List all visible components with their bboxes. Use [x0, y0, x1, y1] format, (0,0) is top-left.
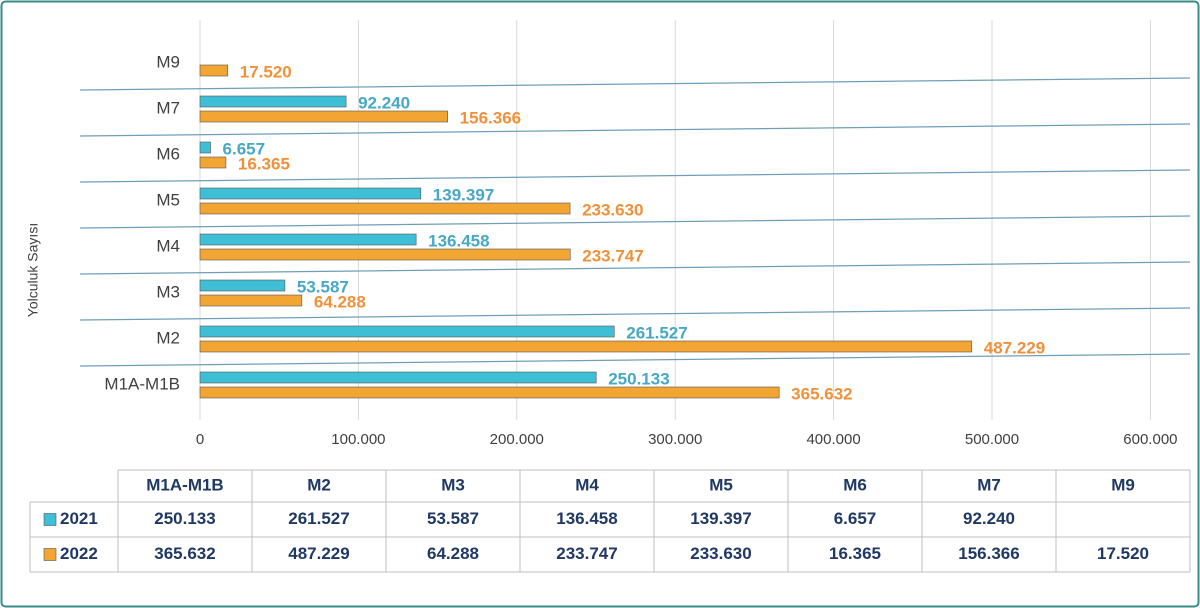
bar: [199, 110, 448, 123]
x-tick-label: 500.000: [965, 431, 1019, 448]
bar: [199, 187, 422, 200]
legend-swatch: [43, 548, 57, 561]
value-label: 487.229: [984, 338, 1045, 357]
value-label: 139.397: [433, 185, 494, 204]
table-cell: 139.397: [690, 509, 751, 528]
bar: [199, 156, 227, 169]
table-cell: 53.587: [427, 509, 479, 528]
separator: [79, 261, 1191, 275]
table-cell: 156.366: [958, 544, 1019, 563]
bar: [199, 386, 780, 399]
separator: [79, 353, 1191, 367]
bar: [199, 95, 347, 108]
bar: [199, 64, 229, 77]
x-tick-label: 0: [196, 431, 204, 448]
x-tick-label: 100.000: [331, 431, 385, 448]
separator: [79, 123, 1191, 137]
table-header: M3: [441, 475, 465, 494]
bar: [199, 233, 417, 246]
y-tick-label: M9: [156, 52, 180, 71]
table-cell: 365.632: [154, 544, 215, 563]
value-label: 156.366: [460, 108, 521, 127]
table-header: M1A-M1B: [146, 475, 223, 494]
table-cell: 233.747: [556, 544, 617, 563]
value-label: 261.527: [626, 323, 687, 342]
x-tick-label: 200.000: [490, 431, 544, 448]
y-tick-label: M7: [156, 98, 180, 117]
table-cell: 233.630: [690, 544, 751, 563]
table-header: M2: [307, 475, 331, 494]
bar: [199, 202, 571, 215]
y-tick-label: M2: [156, 328, 180, 347]
value-label: 233.747: [582, 246, 643, 265]
bar: [199, 141, 211, 154]
value-label: 17.520: [240, 62, 292, 81]
table-header: M4: [575, 475, 599, 494]
bar: [199, 340, 973, 353]
separator: [79, 215, 1191, 229]
bar: [199, 294, 303, 307]
legend-swatch: [43, 513, 57, 526]
value-label: 6.657: [223, 139, 266, 158]
table-cell: 487.229: [288, 544, 349, 563]
value-label: 365.632: [791, 384, 852, 403]
x-tick-label: 300.000: [648, 431, 702, 448]
value-label: 250.133: [608, 369, 669, 388]
separator: [79, 77, 1191, 91]
legend-label: 2021: [60, 509, 98, 528]
table-cell: 136.458: [556, 509, 617, 528]
table-cell: 92.240: [963, 509, 1015, 528]
y-tick-label: M6: [156, 144, 180, 163]
value-label: 53.587: [297, 277, 349, 296]
table-cell: 6.657: [834, 509, 877, 528]
table-cell: 261.527: [288, 509, 349, 528]
table-header: M9: [1111, 475, 1135, 494]
y-tick-label: M5: [156, 190, 180, 209]
value-label: 16.365: [238, 154, 290, 173]
y-axis-label: Yolculuk Sayısı: [25, 223, 41, 317]
y-tick-label: M3: [156, 282, 180, 301]
separator: [79, 169, 1191, 183]
x-tick-label: 400.000: [806, 431, 860, 448]
bar: [199, 279, 286, 292]
value-label: 92.240: [358, 93, 410, 112]
bar: [199, 248, 571, 261]
bar: [199, 371, 597, 384]
table-cell: 64.288: [427, 544, 479, 563]
value-label: 136.458: [428, 231, 489, 250]
y-tick-label: M4: [156, 236, 180, 255]
x-tick-label: 600.000: [1123, 431, 1177, 448]
y-tick-label: M1A-M1B: [104, 374, 180, 393]
table-header: M7: [977, 475, 1001, 494]
value-label: 233.630: [582, 200, 643, 219]
separator: [79, 307, 1191, 321]
table-cell: 16.365: [829, 544, 881, 563]
table-cell: 250.133: [154, 509, 215, 528]
table-cell: 17.520: [1097, 544, 1149, 563]
bar: [199, 325, 615, 338]
value-label: 64.288: [314, 292, 366, 311]
table-header: M6: [843, 475, 867, 494]
legend-label: 2022: [60, 544, 98, 563]
table-header: M5: [709, 475, 733, 494]
